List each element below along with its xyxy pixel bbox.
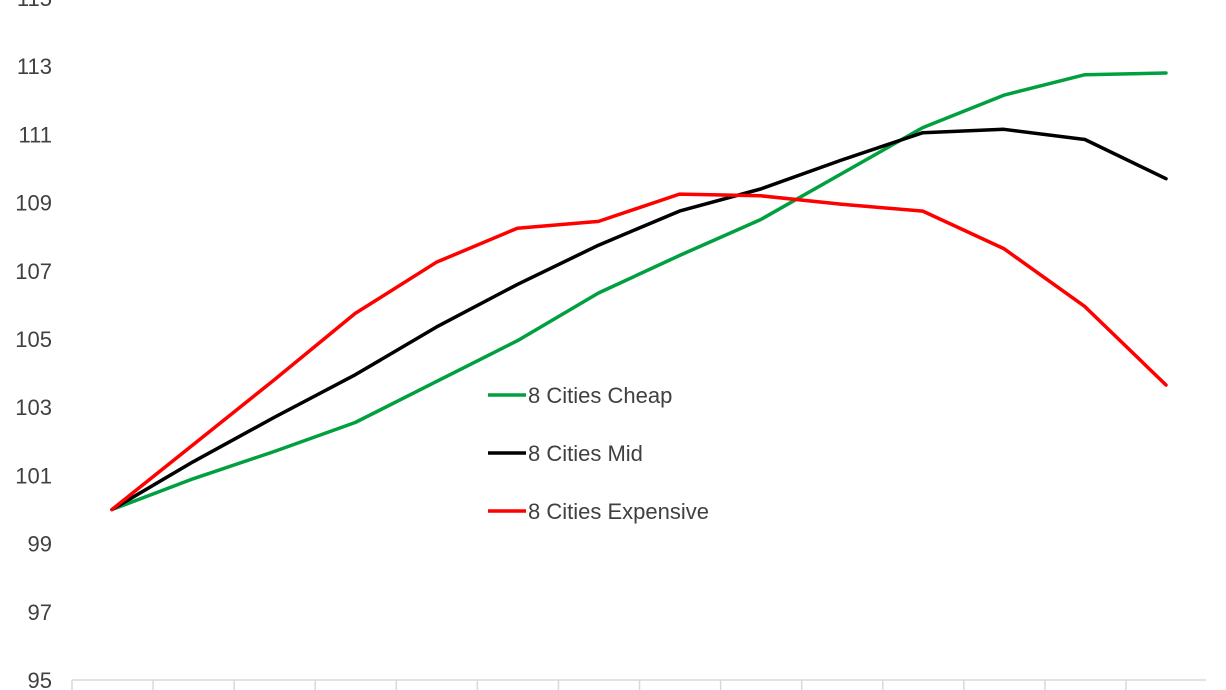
y-tick-label: 115	[17, 0, 52, 11]
y-tick-label: 101	[15, 463, 52, 488]
y-tick-label: 113	[17, 54, 52, 79]
legend-label-1: 8 Cities Mid	[528, 441, 643, 466]
y-tick-label: 97	[28, 600, 52, 625]
legend-label-2: 8 Cities Expensive	[528, 499, 709, 524]
y-tick-label: 95	[28, 668, 52, 690]
legend-label-0: 8 Cities Cheap	[528, 383, 672, 408]
series-line-2	[110, 192, 1168, 512]
y-tick-label: 103	[15, 395, 52, 420]
y-tick-label: 109	[15, 191, 52, 216]
y-tick-label: 105	[15, 327, 52, 352]
series-line-1	[110, 127, 1168, 512]
series-line-0	[110, 71, 1168, 512]
y-tick-label: 107	[15, 259, 52, 284]
x-axis-ticks	[71, 680, 1127, 690]
series-lines	[110, 71, 1168, 512]
y-tick-label: 99	[28, 532, 52, 557]
legend: 8 Cities Cheap 8 Cities Mid 8 Cities Expen…	[488, 383, 709, 524]
y-axis-tick-labels: 95 97 99 101 103 105 107 109 111 113 115	[15, 0, 52, 690]
y-tick-label: 111	[19, 122, 52, 147]
